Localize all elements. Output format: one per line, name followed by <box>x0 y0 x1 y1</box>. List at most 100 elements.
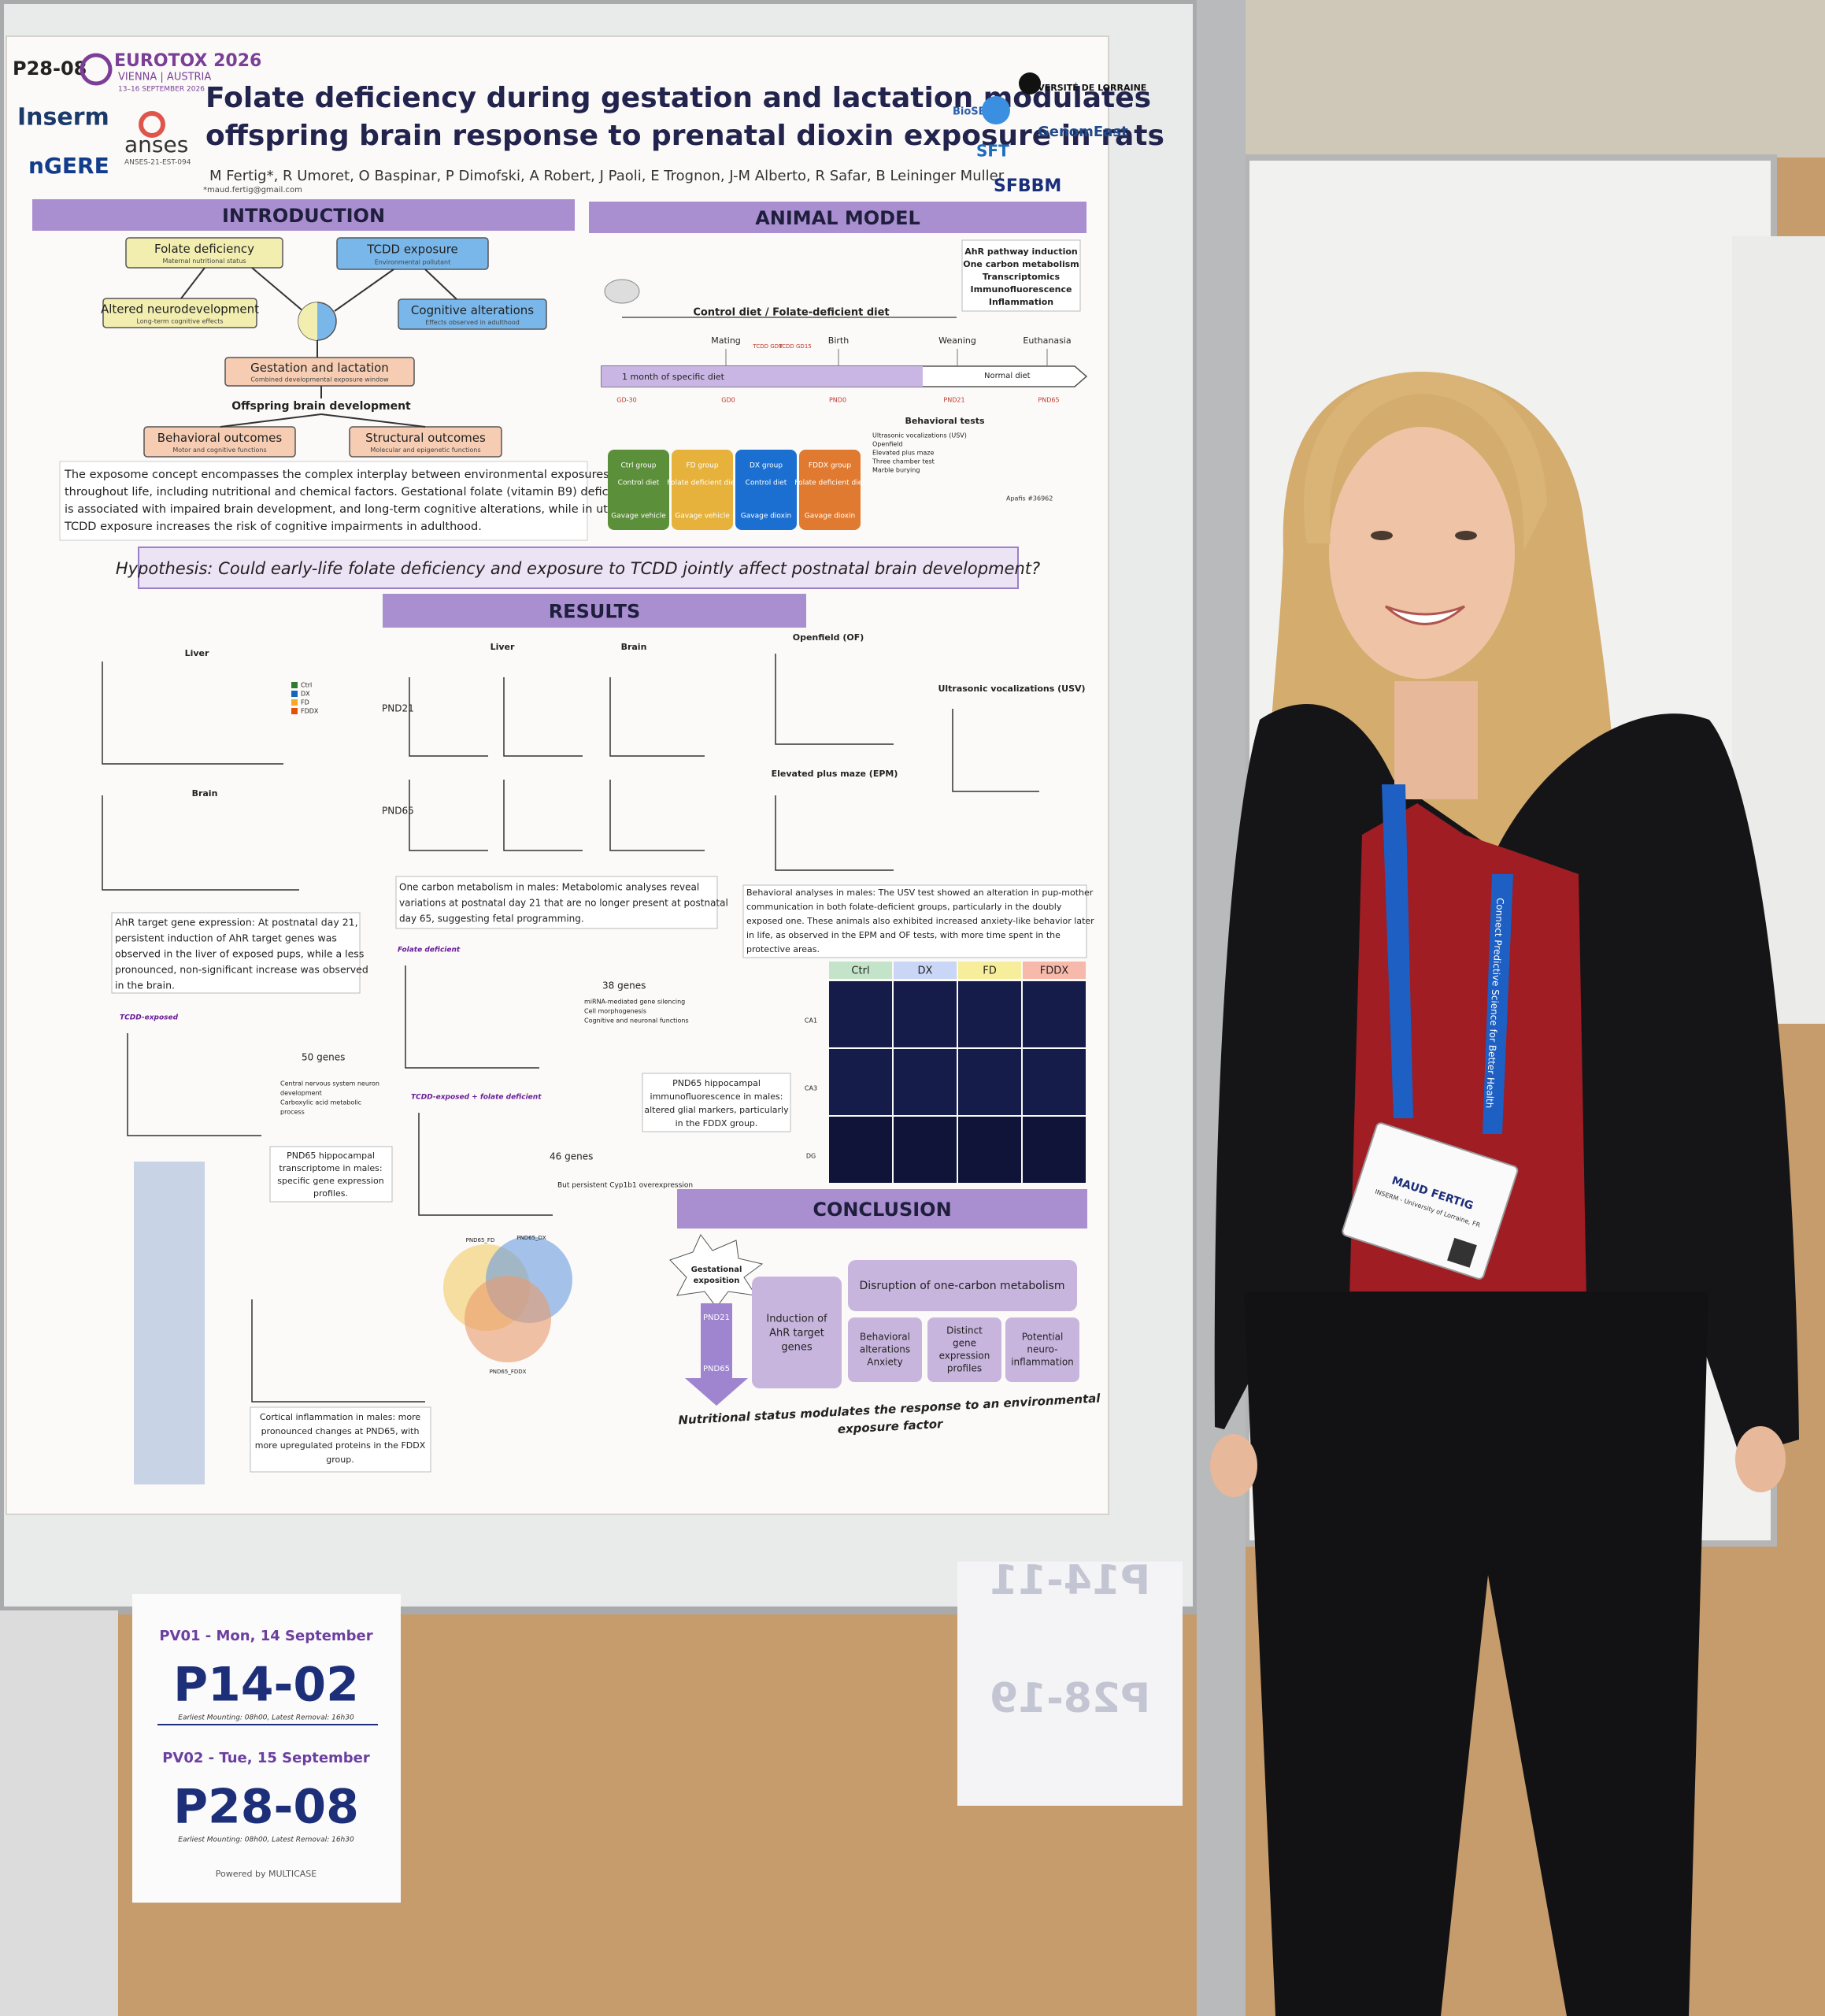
section-bar <box>383 594 806 628</box>
logo: GenomEast <box>1038 124 1128 140</box>
conference-dates: 13–16 SEPTEMBER 2026 <box>118 86 205 94</box>
box-sub: Environmental pollutant <box>375 259 450 266</box>
board-side <box>0 1610 118 2016</box>
result-text: protective areas. <box>746 944 820 954</box>
panel-title: Liver <box>185 648 209 658</box>
neck <box>1394 681 1478 799</box>
chart-frame <box>102 795 299 891</box>
legend-label: DX <box>301 691 310 698</box>
chart-frame <box>952 709 1039 792</box>
result-text: group. <box>326 1455 354 1465</box>
event-label: Weaning <box>938 335 976 346</box>
go-term: Cognitive and neuronal functions <box>584 1017 689 1025</box>
authors: M Fertig*, R Umoret, O Baspinar, P Dimof… <box>209 168 1005 184</box>
group-label: Folate deficient diet <box>667 480 738 487</box>
gene-count: 38 genes <box>602 980 646 991</box>
logo: UNIVERSITÉ DE LORRAINE <box>1020 83 1146 93</box>
go-term: Carboxylic acid metabolic <box>280 1099 361 1106</box>
panel-title: Brain <box>621 642 647 652</box>
endpoint: AhR pathway induction <box>964 246 1078 257</box>
grid-header: Ctrl <box>851 965 869 977</box>
result-text: pronounced, non-significant increase was… <box>115 964 368 976</box>
diagram-box <box>349 426 502 458</box>
panel-title: Openfield (OF) <box>793 632 864 643</box>
conclusion-box: alterations <box>860 1344 910 1355</box>
chart-frame <box>609 677 705 757</box>
legend-label: FD <box>301 699 309 706</box>
box-title: Behavioral outcomes <box>157 431 283 445</box>
intro-text: The exposome concept encompasses the com… <box>64 469 609 481</box>
timepoint: GD-30 <box>616 397 636 404</box>
result-text: in life, as observed in the EPM and OF t… <box>746 930 1061 940</box>
section-heading: CONCLUSION <box>813 1199 951 1221</box>
grid-header <box>894 962 957 979</box>
section-bar <box>589 202 1086 233</box>
legend-swatch <box>291 708 298 714</box>
timepoint: PND65 <box>1038 397 1059 404</box>
box-sub: Motor and cognitive functions <box>172 447 266 454</box>
poster-title: offspring brain response to prenatal dio… <box>205 120 1164 152</box>
volcano-title: TCDD-exposed + folate deficient <box>411 1094 542 1102</box>
sign-code: P28-08 <box>173 1780 359 1835</box>
sign-times: Earliest Mounting: 08h00, Latest Removal… <box>178 1836 354 1844</box>
micrograph <box>958 1117 1021 1183</box>
intro-text: is associated with impaired brain develo… <box>65 503 627 516</box>
behavior-heading: Behavioral tests <box>905 416 985 426</box>
hand <box>1210 1434 1257 1497</box>
smile <box>1384 605 1466 625</box>
grid-header: FDDX <box>1040 965 1068 977</box>
region-label: CA1 <box>805 1017 817 1025</box>
conclusion-box <box>927 1317 1001 1382</box>
conclusion-box <box>1005 1317 1079 1382</box>
logo: SFBBM <box>994 176 1061 196</box>
chart-frame <box>503 677 583 757</box>
text-frame <box>269 1146 393 1203</box>
behavior-test: Openfield <box>872 441 903 448</box>
conclusion-box: AhR target <box>769 1328 824 1340</box>
lanyard <box>1382 784 1413 1118</box>
go-term: process <box>280 1109 305 1116</box>
rat-icon <box>604 279 640 304</box>
result-text: persistent induction of AhR target genes… <box>115 932 337 944</box>
conclusion-box: expression <box>939 1351 990 1362</box>
behavior-test: Ultrasonic vocalizations (USV) <box>872 432 967 439</box>
legend-label: Ctrl <box>301 682 312 689</box>
micrograph <box>829 1049 892 1115</box>
legend-swatch <box>291 699 298 706</box>
result-text: AhR target gene expression: At postnatal… <box>115 917 358 928</box>
event-label: Euthanasia <box>1023 335 1071 346</box>
hypothesis-bar <box>138 547 1019 589</box>
period-label: Normal diet <box>984 372 1031 380</box>
age-arrow <box>685 1303 748 1406</box>
gene-count: 46 genes <box>550 1151 593 1162</box>
result-text: transcriptome in males: <box>279 1163 382 1173</box>
sign <box>957 1562 1183 1806</box>
dose-label: TCDD GD8 <box>752 343 782 350</box>
text-frame <box>59 461 588 541</box>
sign-session: PV02 - Tue, 15 September <box>162 1750 370 1766</box>
chart-frame <box>418 1113 553 1216</box>
timepoint: PND0 <box>829 397 846 404</box>
result-text: PND65 hippocampal <box>287 1151 375 1161</box>
dose-label: TCDD GD15 <box>778 343 811 350</box>
venn-label: PND65_FDDX <box>490 1369 527 1375</box>
group-label: Gavage vehicle <box>611 513 666 521</box>
sign-code: P14-02 <box>173 1658 359 1713</box>
endpoint-box <box>961 239 1081 312</box>
diagram-box <box>224 357 415 387</box>
box-sub: Maternal nutritional status <box>162 258 246 265</box>
group-label: Folate deficient diet <box>794 480 865 487</box>
age-label: PND65 <box>382 806 414 817</box>
box-title: Structural outcomes <box>365 431 486 445</box>
age-label: PND21 <box>382 703 414 714</box>
timepoint: GD0 <box>721 397 735 404</box>
chart-frame <box>127 1033 261 1136</box>
conclusion-box: gene <box>953 1338 976 1349</box>
result-text: Cortical inflammation in males: more <box>260 1412 421 1422</box>
section-heading: INTRODUCTION <box>222 205 385 227</box>
conclusion-box: genes <box>781 1342 812 1354</box>
go-term: Central nervous system neuron <box>280 1080 379 1088</box>
result-text: Behavioral analyses in males: The USV te… <box>746 888 1094 898</box>
